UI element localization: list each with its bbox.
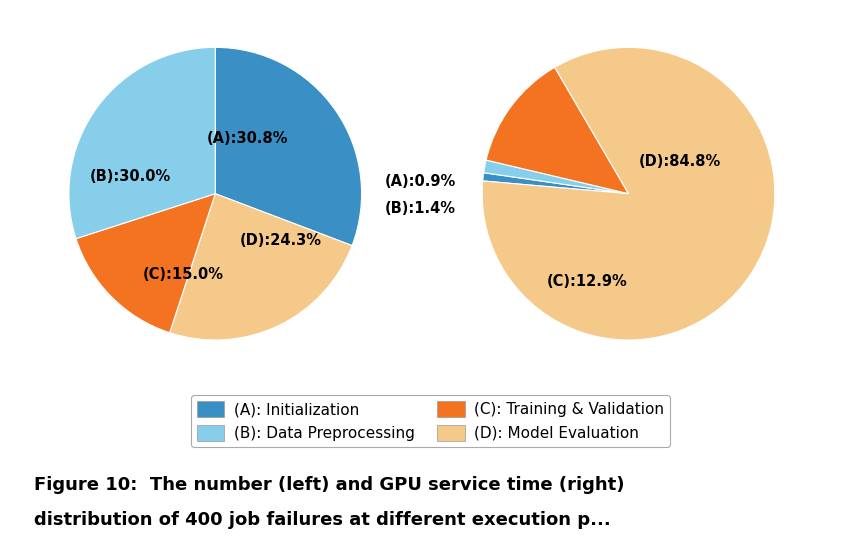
Text: Figure 10:  The number (left) and GPU service time (right): Figure 10: The number (left) and GPU ser…	[34, 476, 625, 494]
Wedge shape	[69, 47, 215, 239]
Text: (A):0.9%: (A):0.9%	[385, 174, 455, 189]
Text: (A):30.8%: (A):30.8%	[207, 131, 288, 146]
Text: (B):30.0%: (B):30.0%	[90, 168, 171, 183]
Text: (D):24.3%: (D):24.3%	[240, 233, 322, 248]
Text: (B):1.4%: (B):1.4%	[385, 201, 455, 216]
Wedge shape	[484, 160, 629, 194]
Wedge shape	[170, 194, 352, 340]
Wedge shape	[76, 194, 215, 332]
Wedge shape	[215, 47, 362, 245]
Wedge shape	[483, 173, 629, 194]
Text: (C):15.0%: (C):15.0%	[143, 267, 224, 282]
Text: (C):12.9%: (C):12.9%	[548, 274, 628, 289]
Wedge shape	[486, 67, 629, 194]
Text: distribution of 400 job failures at different execution p...: distribution of 400 job failures at diff…	[34, 511, 611, 529]
Legend: (A): Initialization, (B): Data Preprocessing, (C): Training & Validation, (D): M: (A): Initialization, (B): Data Preproces…	[191, 395, 670, 447]
Text: (D):84.8%: (D):84.8%	[639, 154, 721, 169]
Wedge shape	[482, 47, 775, 340]
